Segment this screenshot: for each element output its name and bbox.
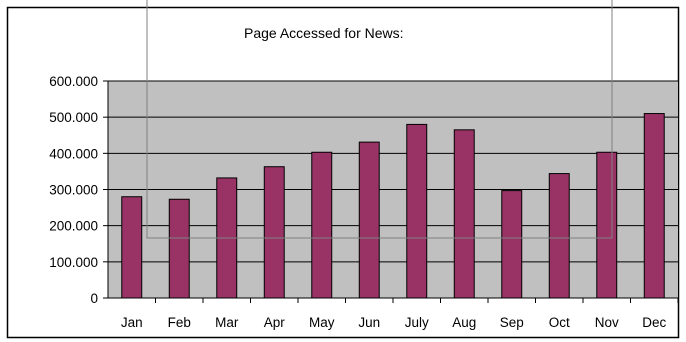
- y-tick-label: 300.000: [49, 183, 98, 198]
- y-tick-label: 0: [90, 291, 98, 306]
- x-tick-label: July: [405, 315, 429, 330]
- bar-aug: [453, 129, 475, 299]
- y-tick-label: 200.000: [49, 219, 98, 234]
- bar-oct: [548, 173, 570, 299]
- x-tick-label: Mar: [215, 315, 239, 330]
- bar-sep: [501, 190, 523, 299]
- x-tick-label: Sep: [500, 315, 524, 330]
- bars: [121, 113, 665, 299]
- bar-nov: [596, 151, 618, 299]
- x-tick-label: Feb: [168, 315, 191, 330]
- grid-lines: [108, 80, 678, 263]
- x-tick-label: Jan: [121, 315, 143, 330]
- bar-apr: [263, 166, 285, 299]
- bar-feb: [168, 198, 190, 299]
- x-tick-label: Oct: [549, 315, 570, 330]
- x-tick-label: May: [309, 315, 335, 330]
- x-tick-label: Aug: [452, 315, 476, 330]
- bar-july: [406, 123, 428, 299]
- x-tick-label: Jun: [358, 315, 380, 330]
- y-tick-label: 100.000: [49, 255, 98, 270]
- y-ticks: 0 100.000 200.000 300.000 400.000 500.000 600.…: [49, 74, 108, 306]
- y-tick-label: 500.000: [49, 110, 98, 125]
- bar-may: [311, 151, 333, 299]
- x-ticks: Jan Feb Mar Apr May Jun July Aug Sep Oct Nov Dec: [121, 298, 679, 330]
- x-tick-label: Apr: [264, 315, 286, 330]
- bar-jun: [358, 141, 380, 299]
- x-tick-label: Nov: [595, 315, 619, 330]
- bar-jan: [121, 196, 143, 299]
- chart-title: Page Accessed for News:: [244, 25, 404, 41]
- y-tick-label: 400.000: [49, 146, 98, 161]
- x-tick-label: Dec: [642, 315, 666, 330]
- y-tick-label: 600.000: [49, 74, 98, 89]
- overlay-box: [146, 0, 613, 239]
- bar-dec: [643, 113, 665, 299]
